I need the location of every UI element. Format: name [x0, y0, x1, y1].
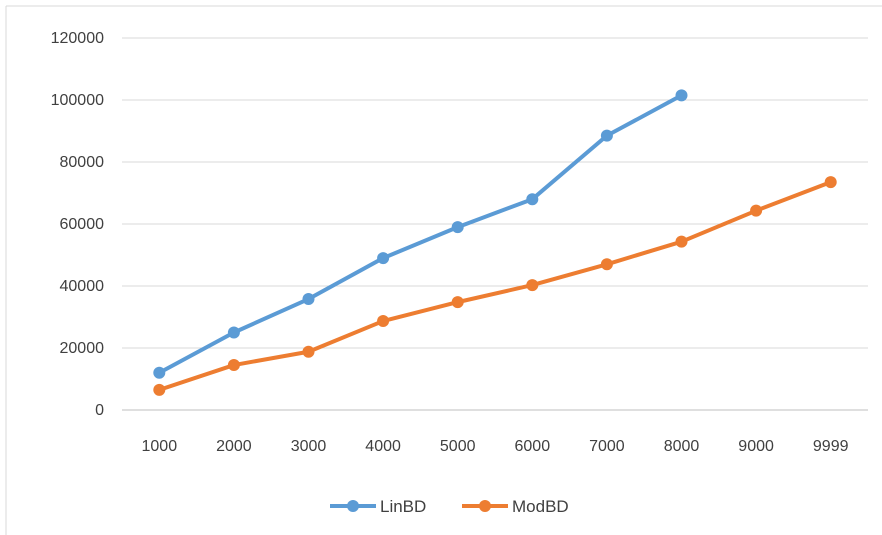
- series-linbd: [153, 89, 688, 379]
- legend-swatch-marker: [347, 500, 359, 512]
- series-line: [157, 180, 833, 392]
- x-tick-label: 6000: [515, 438, 551, 455]
- x-tick-label: 3000: [291, 438, 327, 455]
- series-lines: [153, 89, 837, 396]
- y-tick-label: 20000: [60, 340, 105, 357]
- data-point: [451, 296, 464, 309]
- data-point: [824, 176, 837, 189]
- data-point: [600, 129, 613, 142]
- legend-label: LinBD: [380, 497, 426, 516]
- y-tick-label: 40000: [60, 278, 105, 295]
- data-point: [675, 235, 688, 248]
- legend-item-modbd: ModBD: [462, 497, 569, 516]
- y-tick-label: 100000: [51, 92, 104, 109]
- data-point: [750, 204, 763, 217]
- x-tick-label: 7000: [589, 438, 625, 455]
- legend-swatch-marker: [479, 500, 491, 512]
- data-point: [153, 383, 166, 396]
- data-point: [675, 89, 688, 102]
- x-tick-label: 9000: [738, 438, 774, 455]
- y-tick-label: 0: [95, 402, 104, 419]
- data-point: [377, 252, 390, 265]
- data-point: [451, 221, 464, 234]
- data-point: [227, 359, 240, 372]
- x-tick-label: 5000: [440, 438, 476, 455]
- series-line: [157, 93, 684, 375]
- y-tick-label: 60000: [60, 216, 105, 233]
- data-point: [526, 279, 539, 292]
- legend-item-linbd: LinBD: [330, 497, 426, 516]
- data-point: [153, 366, 166, 379]
- legend: LinBD ModBD: [330, 497, 569, 516]
- gridlines: [122, 37, 868, 411]
- data-point: [302, 345, 315, 358]
- data-point: [526, 193, 539, 206]
- x-tick-label: 8000: [664, 438, 700, 455]
- data-point: [377, 315, 390, 328]
- x-tick-label: 9999: [813, 438, 849, 455]
- y-tick-label: 80000: [60, 154, 105, 171]
- legend-label: ModBD: [512, 497, 569, 516]
- y-axis-tick-labels: 0 20000 40000 60000 80000 100000 120000: [51, 30, 104, 419]
- data-point: [600, 258, 613, 271]
- x-tick-label: 2000: [216, 438, 252, 455]
- y-tick-label: 120000: [51, 30, 104, 47]
- x-tick-label: 1000: [142, 438, 178, 455]
- data-point: [302, 293, 315, 306]
- series-modbd: [153, 176, 837, 396]
- x-tick-label: 4000: [365, 438, 401, 455]
- data-point: [227, 326, 240, 339]
- x-axis-tick-labels: 1000 2000 3000 4000 5000 6000 7000 8000 9000 9999: [142, 438, 849, 455]
